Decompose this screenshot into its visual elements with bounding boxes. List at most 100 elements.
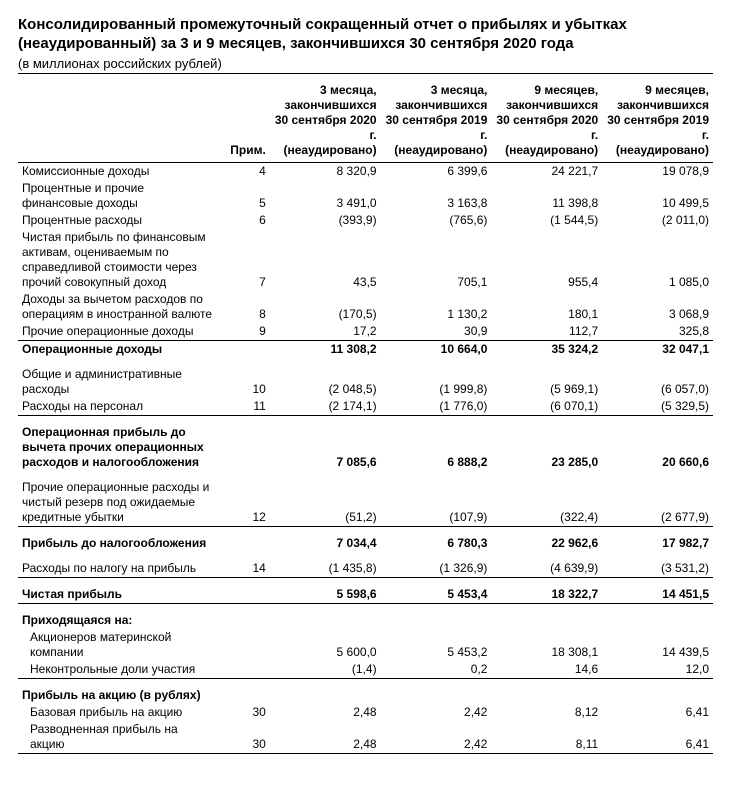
- row-value: 8,12: [491, 704, 602, 721]
- row-label: Процентные расходы: [18, 212, 219, 229]
- row-value: 32 047,1: [602, 340, 713, 358]
- row-note: [219, 629, 269, 661]
- row-value: 3 163,8: [381, 180, 492, 212]
- row-label: Операционная прибыль до вычета прочих оп…: [18, 424, 219, 471]
- row-value: 0,2: [381, 661, 492, 679]
- row-value: 1 130,2: [381, 291, 492, 323]
- row-value: 6 888,2: [381, 424, 492, 471]
- row-value: 6,41: [602, 704, 713, 721]
- row-value: [270, 687, 381, 704]
- row-value: 14,6: [491, 661, 602, 679]
- row-value: (1 435,8): [270, 560, 381, 578]
- row-note: [219, 661, 269, 679]
- row-value: 19 078,9: [602, 162, 713, 180]
- row-value: 7 034,4: [270, 535, 381, 552]
- row-value: 17,2: [270, 323, 381, 341]
- row-note: 30: [219, 721, 269, 754]
- row-value: 180,1: [491, 291, 602, 323]
- row-note: 8: [219, 291, 269, 323]
- row-note: [219, 612, 269, 629]
- row-note: 6: [219, 212, 269, 229]
- spacer-row: [18, 415, 713, 424]
- row-value: 705,1: [381, 229, 492, 291]
- report-title: Консолидированный промежуточный сокращен…: [18, 16, 713, 54]
- table-row: Прочие операционные доходы917,230,9112,7…: [18, 323, 713, 341]
- col-label: [18, 82, 219, 163]
- row-value: 955,4: [491, 229, 602, 291]
- row-value: (6 057,0): [602, 366, 713, 398]
- row-value: (2 174,1): [270, 398, 381, 416]
- row-label: Акционеров материнской компании: [18, 629, 219, 661]
- table-row: Чистая прибыль по финансовым активам, оц…: [18, 229, 713, 291]
- table-row: Процентные расходы6(393,9)(765,6)(1 544,…: [18, 212, 713, 229]
- row-value: 5 453,2: [381, 629, 492, 661]
- row-value: 24 221,7: [491, 162, 602, 180]
- row-value: (1 544,5): [491, 212, 602, 229]
- row-note: [219, 687, 269, 704]
- table-row: Операционные доходы11 308,210 664,035 32…: [18, 340, 713, 358]
- row-value: (3 531,2): [602, 560, 713, 578]
- row-label: Расходы на персонал: [18, 398, 219, 416]
- row-value: 11 308,2: [270, 340, 381, 358]
- row-value: 5 600,0: [270, 629, 381, 661]
- col-period-4: 9 месяцев, закончившихся 30 сентября 201…: [602, 82, 713, 163]
- row-value: 8 320,9: [270, 162, 381, 180]
- table-row: Неконтрольные доли участия(1,4)0,214,612…: [18, 661, 713, 679]
- spacer-row: [18, 552, 713, 560]
- row-note: 10: [219, 366, 269, 398]
- table-row: Чистая прибыль5 598,65 453,418 322,714 4…: [18, 586, 713, 604]
- row-value: 30,9: [381, 323, 492, 341]
- row-value: 5 598,6: [270, 586, 381, 604]
- row-value: 14 451,5: [602, 586, 713, 604]
- row-value: 1 085,0: [602, 229, 713, 291]
- row-value: (170,5): [270, 291, 381, 323]
- spacer-row: [18, 471, 713, 479]
- row-value: (765,6): [381, 212, 492, 229]
- table-row: Акционеров материнской компании 5 600,05 …: [18, 629, 713, 661]
- row-note: 7: [219, 229, 269, 291]
- table-row: Комиссионные доходы48 320,96 399,624 221…: [18, 162, 713, 180]
- row-value: 20 660,6: [602, 424, 713, 471]
- row-value: 3 068,9: [602, 291, 713, 323]
- row-value: [381, 687, 492, 704]
- row-value: [491, 612, 602, 629]
- row-value: [602, 687, 713, 704]
- row-value: (322,4): [491, 479, 602, 527]
- row-label: Операционные доходы: [18, 340, 219, 358]
- spacer-row: [18, 577, 713, 586]
- row-value: (2 048,5): [270, 366, 381, 398]
- row-note: 12: [219, 479, 269, 527]
- row-label: Прибыль до налогообложения: [18, 535, 219, 552]
- row-note: 11: [219, 398, 269, 416]
- row-note: [219, 340, 269, 358]
- row-label: Приходящаяся на:: [18, 612, 219, 629]
- table-row: Разводненная прибыль на акцию302,482,428…: [18, 721, 713, 754]
- row-value: (393,9): [270, 212, 381, 229]
- row-label: Базовая прибыль на акцию: [18, 704, 219, 721]
- row-value: (4 639,9): [491, 560, 602, 578]
- row-note: [219, 586, 269, 604]
- table-row: Прибыль до налогообложения7 034,46 780,3…: [18, 535, 713, 552]
- row-value: 12,0: [602, 661, 713, 679]
- row-value: (51,2): [270, 479, 381, 527]
- table-row: Прочие операционные расходы и чистый рез…: [18, 479, 713, 527]
- row-value: (5 329,5): [602, 398, 713, 416]
- col-period-2: 3 месяца, закончившихся 30 сентября 2019…: [381, 82, 492, 163]
- row-value: 18 322,7: [491, 586, 602, 604]
- table-row: Расходы на персонал11(2 174,1)(1 776,0)(…: [18, 398, 713, 416]
- row-label: Процентные и прочие финансовые доходы: [18, 180, 219, 212]
- row-note: [219, 424, 269, 471]
- row-value: 10 499,5: [602, 180, 713, 212]
- row-value: (2 677,9): [602, 479, 713, 527]
- row-value: (1 326,9): [381, 560, 492, 578]
- row-value: 11 398,8: [491, 180, 602, 212]
- row-note: [219, 535, 269, 552]
- table-row: Процентные и прочие финансовые доходы53 …: [18, 180, 713, 212]
- row-label: Прибыль на акцию (в рублях): [18, 687, 219, 704]
- table-row: Приходящаяся на:: [18, 612, 713, 629]
- row-value: 2,42: [381, 704, 492, 721]
- row-value: 10 664,0: [381, 340, 492, 358]
- row-value: (2 011,0): [602, 212, 713, 229]
- row-label: Неконтрольные доли участия: [18, 661, 219, 679]
- row-note: 9: [219, 323, 269, 341]
